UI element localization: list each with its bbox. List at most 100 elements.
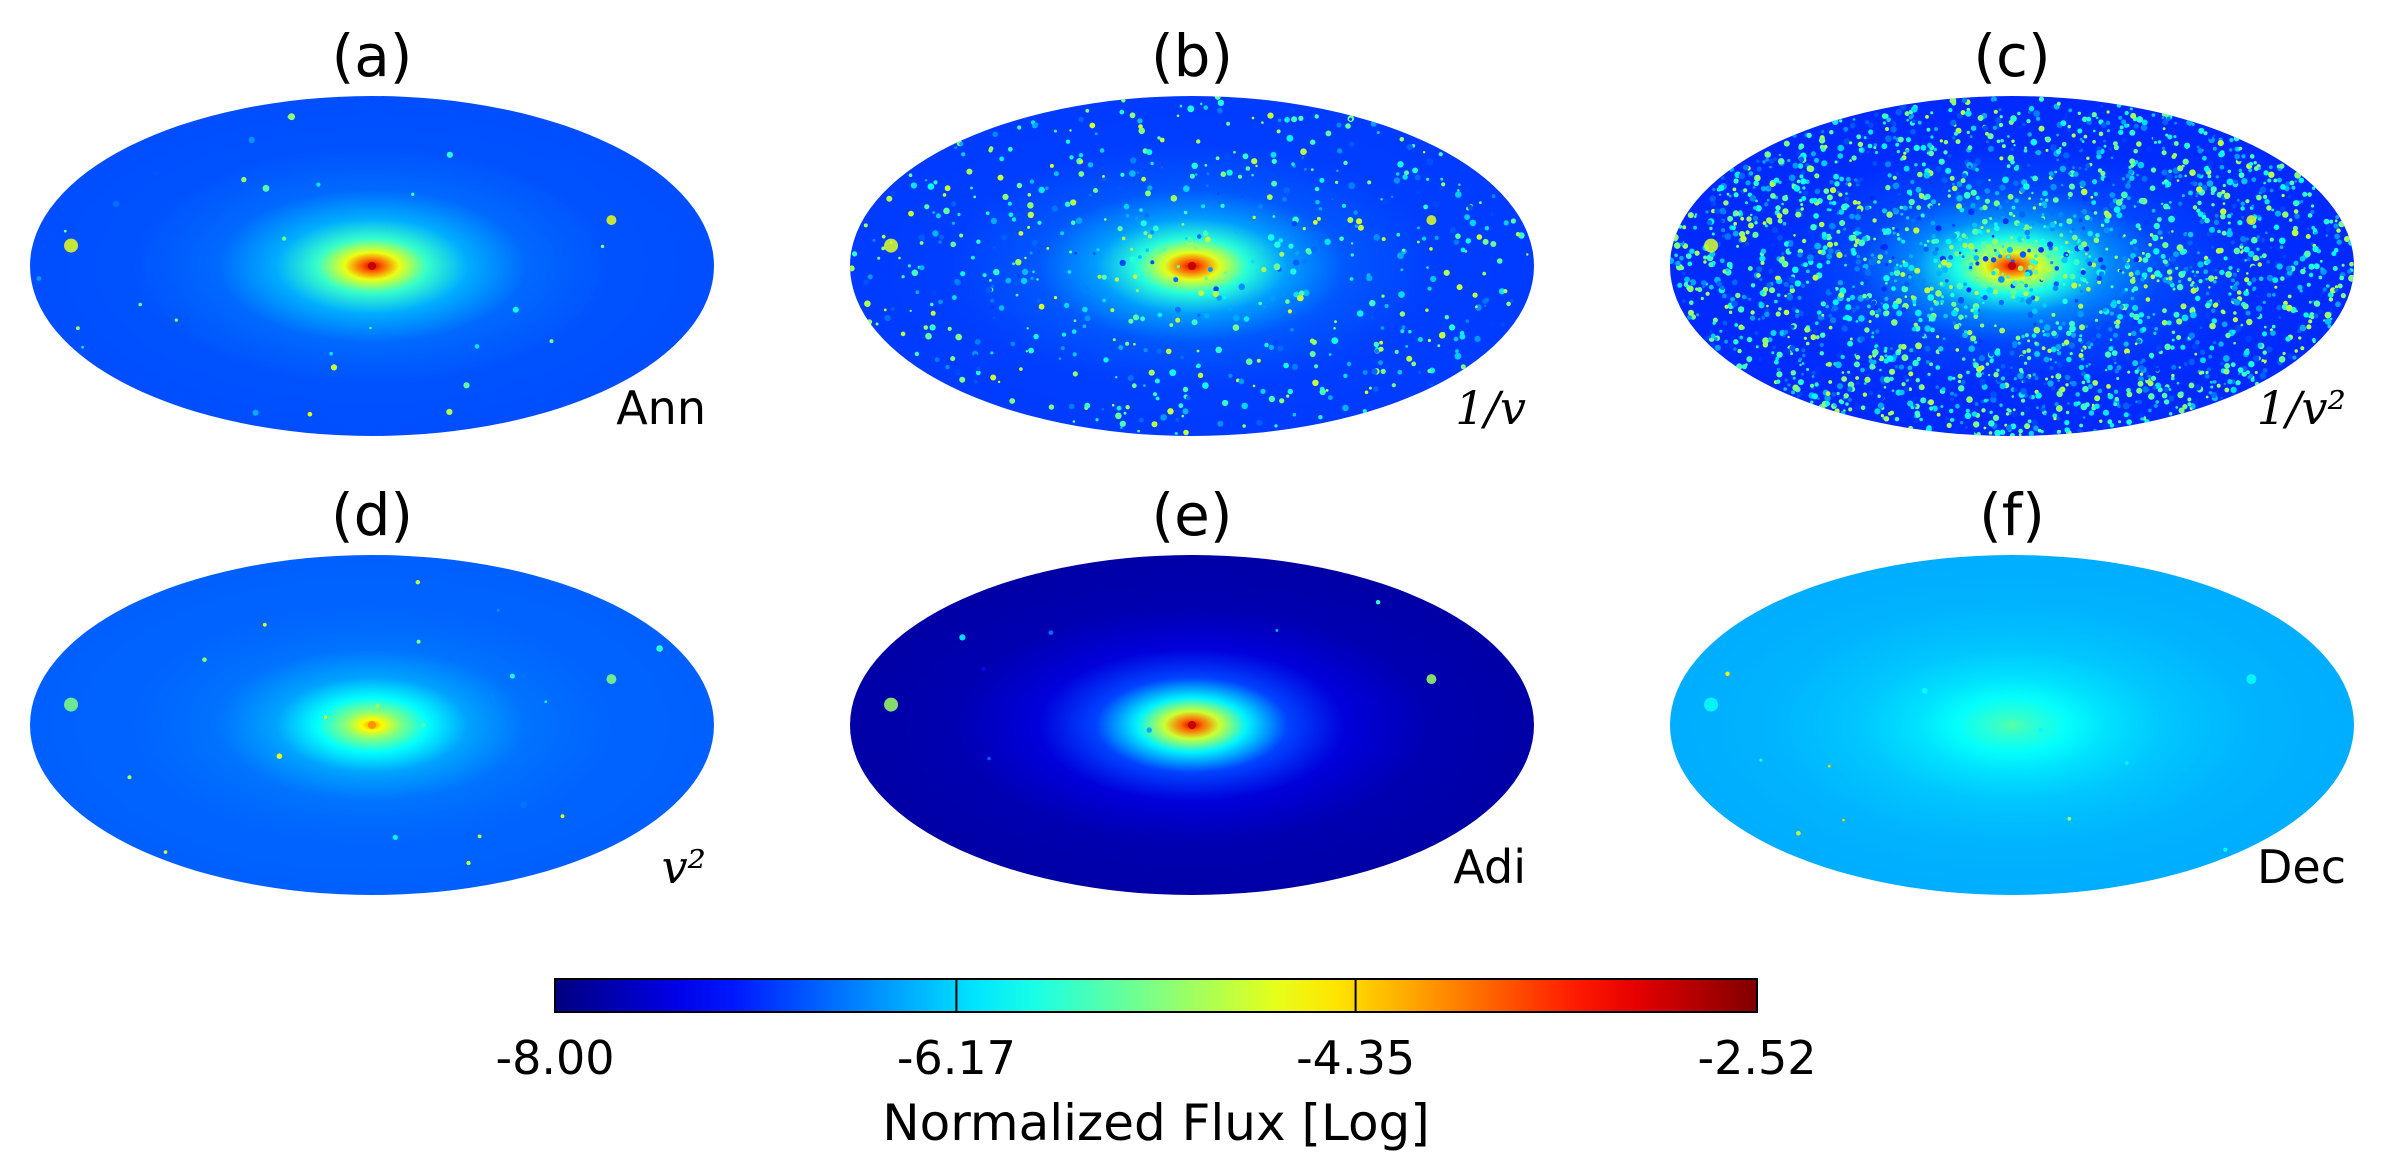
subhalo-point — [1054, 129, 1057, 133]
subhalo-point — [1274, 241, 1281, 248]
subhalo-point — [2187, 397, 2192, 402]
subhalo-point — [1223, 271, 1227, 275]
subhalo-point — [1856, 254, 1861, 259]
subhalo-point — [1366, 275, 1373, 282]
subhalo-point — [1146, 727, 1152, 733]
subhalo-point — [2071, 227, 2075, 231]
subhalo-point — [1290, 328, 1294, 332]
subhalo-point — [1347, 217, 1354, 223]
subhalo-point — [993, 246, 997, 250]
subhalo-point — [2091, 112, 2097, 118]
subhalo-point — [1881, 113, 1888, 119]
subhalo-point — [1845, 192, 1848, 195]
subhalo-point — [1419, 774, 1424, 779]
subhalo-point — [1867, 143, 1873, 149]
subhalo-point — [2213, 280, 2217, 284]
subhalo-point — [2002, 218, 2009, 225]
subhalo-point — [2121, 204, 2126, 210]
subhalo-point — [1863, 382, 1867, 385]
subhalo-point — [2243, 290, 2250, 297]
subhalo-point — [2181, 314, 2189, 322]
subhalo-point — [2254, 371, 2258, 374]
subhalo-point — [1354, 224, 1359, 228]
subhalo-point — [2143, 219, 2149, 226]
subhalo-point — [1872, 365, 1876, 369]
subhalo-point — [1099, 148, 1105, 153]
subhalo-point — [1912, 300, 1917, 304]
subhalo-point — [2019, 368, 2023, 372]
subhalo-point — [2142, 251, 2145, 255]
subhalo-point — [2334, 285, 2339, 289]
subhalo-point — [1740, 235, 1747, 243]
subhalo-point — [1465, 319, 1470, 323]
subhalo-point — [1900, 212, 1904, 216]
subhalo-point — [2174, 121, 2178, 125]
subhalo-point — [1890, 126, 1897, 133]
subhalo-point — [2160, 236, 2164, 240]
subhalo-point — [1961, 233, 1967, 238]
subhalo-point — [1380, 368, 1386, 374]
subhalo-point — [2282, 211, 2289, 218]
subhalo-point — [930, 302, 934, 307]
subhalo-point — [2187, 231, 2194, 238]
subhalo-point — [1862, 293, 1867, 299]
subhalo-point — [2251, 177, 2257, 183]
subhalo-point — [1798, 156, 1805, 163]
subhalo-point — [919, 265, 925, 271]
subhalo-point — [1791, 390, 1795, 395]
subhalo-point — [1988, 420, 1995, 427]
subhalo-point — [2198, 182, 2203, 187]
subhalo-point — [910, 182, 918, 189]
subhalo-point — [1864, 269, 1872, 277]
subhalo-point — [2188, 332, 2195, 339]
subhalo-point — [2212, 340, 2217, 345]
subhalo-point — [1383, 199, 1389, 205]
subhalo-point — [1795, 150, 1801, 155]
subhalo-point — [1911, 218, 1915, 223]
subhalo-point — [1895, 109, 1902, 116]
subhalo-point — [2096, 333, 2102, 339]
subhalo-point — [1968, 208, 1975, 216]
subhalo-point — [2078, 284, 2082, 287]
subhalo-point — [2191, 281, 2195, 285]
subhalo-point — [1783, 329, 1789, 335]
subhalo-point — [1992, 125, 1997, 130]
subhalo-point — [1399, 137, 1405, 142]
subhalo-point — [2017, 341, 2021, 345]
subhalo-point — [1924, 287, 1931, 294]
subhalo-point — [2138, 376, 2145, 382]
subhalo-point — [1925, 175, 1928, 178]
subhalo-point — [1160, 414, 1167, 421]
subhalo-point — [2241, 215, 2245, 219]
subhalo-point — [2115, 199, 2123, 206]
subhalo-point — [1747, 222, 1754, 229]
subhalo-point — [973, 354, 978, 359]
galactic-center — [2008, 262, 2016, 270]
subhalo-point — [2152, 313, 2156, 316]
subhalo-point — [1798, 143, 1805, 149]
subhalo-point — [1963, 191, 1971, 199]
subhalo-point — [2125, 262, 2130, 267]
subhalo-point — [2113, 389, 2119, 394]
subhalo-point — [1402, 174, 1408, 180]
subhalo-point — [1324, 238, 1331, 245]
subhalo-point — [2237, 220, 2243, 226]
subhalo-point — [1979, 253, 1982, 257]
subhalo-point — [2279, 163, 2285, 169]
subhalo-point — [1689, 248, 1695, 254]
subhalo-point — [2266, 260, 2271, 264]
subhalo-point — [2053, 246, 2059, 252]
subhalo-point — [2339, 275, 2344, 281]
subhalo-point — [932, 230, 939, 237]
subhalo-point — [2016, 296, 2021, 302]
subhalo-point — [2010, 115, 2017, 122]
subhalo-point — [2167, 134, 2173, 140]
subhalo-point — [2129, 312, 2135, 318]
subhalo-point — [2029, 220, 2035, 226]
subhalo-point — [2005, 199, 2009, 204]
subhalo-point — [1722, 293, 1727, 299]
subhalo-point — [1766, 198, 1770, 202]
subhalo-point — [1930, 111, 1934, 115]
subhalo-point — [2078, 166, 2082, 170]
subhalo-point — [2110, 285, 2114, 289]
